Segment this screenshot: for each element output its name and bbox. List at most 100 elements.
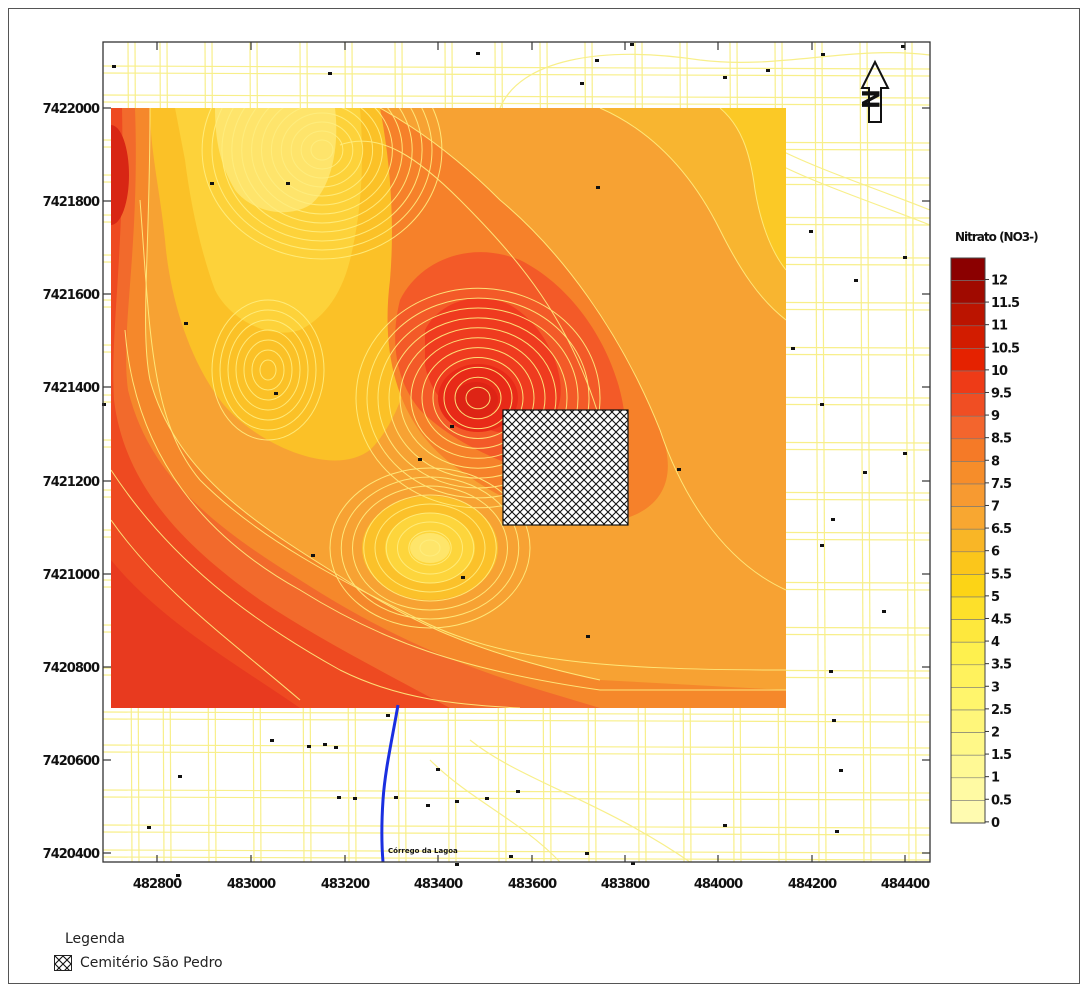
colorbar-label: 7 xyxy=(991,499,1000,514)
colorbar-label: 9.5 xyxy=(991,386,1012,401)
well-marker xyxy=(820,403,824,406)
well-marker xyxy=(394,796,398,799)
well-marker xyxy=(863,471,867,474)
well-marker xyxy=(476,52,480,55)
y-tick-label: 7421000 xyxy=(43,568,100,583)
legend-item-cemetery: Cemitério São Pedro xyxy=(54,955,223,971)
well-marker xyxy=(791,347,795,350)
colorbar-swatch xyxy=(950,528,986,553)
well-marker xyxy=(723,824,727,827)
y-tick-label: 7420800 xyxy=(43,661,100,676)
colorbar-swatch xyxy=(950,732,986,756)
colorbar-label: 5.5 xyxy=(991,567,1012,582)
colorbar-swatch xyxy=(950,393,986,417)
colorbar-swatch xyxy=(950,754,986,779)
colorbar-label: 9 xyxy=(991,409,1000,424)
colorbar-label: 11 xyxy=(991,319,1008,334)
colorbar-swatch xyxy=(950,348,986,372)
colorbar-swatch xyxy=(950,483,986,507)
colorbar-label: 8 xyxy=(991,454,1000,469)
well-marker xyxy=(286,182,290,185)
well-marker xyxy=(723,76,727,79)
colorbar-label: 1 xyxy=(991,771,1000,786)
well-marker xyxy=(882,610,886,613)
well-marker xyxy=(307,745,311,748)
well-marker xyxy=(766,69,770,72)
well-marker xyxy=(337,796,341,799)
well-marker xyxy=(903,452,907,455)
legend-heading: Legenda xyxy=(65,931,126,947)
y-tick-label: 7421200 xyxy=(43,475,100,490)
well-marker xyxy=(461,576,465,579)
colorbar-label: 3 xyxy=(991,680,1000,695)
well-marker xyxy=(274,392,278,395)
well-marker xyxy=(516,790,520,793)
well-marker xyxy=(323,743,327,746)
well-marker xyxy=(112,65,116,68)
colorbar-title: Nitrato (NO3-) xyxy=(955,230,1038,244)
x-axis: 482800 483000 483200 483400 483600 483800 4840… xyxy=(133,42,931,892)
well-marker xyxy=(455,863,459,866)
well-marker xyxy=(270,739,274,742)
colorbar-label: 6 xyxy=(991,545,1000,560)
colorbar-label: 3.5 xyxy=(991,658,1012,673)
y-tick-label: 7421600 xyxy=(43,288,100,303)
x-tick-label: 484000 xyxy=(694,877,743,892)
well-marker xyxy=(102,403,106,406)
well-marker xyxy=(839,769,843,772)
map-border xyxy=(102,41,931,863)
colorbar-swatch xyxy=(950,641,986,666)
colorbar-swatch xyxy=(950,551,986,575)
well-marker xyxy=(210,182,214,185)
colorbar-label: 0 xyxy=(991,816,1000,831)
well-marker xyxy=(328,72,332,75)
well-marker xyxy=(854,279,858,282)
well-marker xyxy=(835,830,839,833)
well-marker xyxy=(426,804,430,807)
y-tick-label: 7420600 xyxy=(43,754,100,769)
well-marker xyxy=(147,826,151,829)
nitrate-surface xyxy=(111,108,786,708)
well-marker xyxy=(176,874,180,877)
colorbar-swatch xyxy=(950,325,986,349)
x-tick-label: 484400 xyxy=(881,877,930,892)
well-marker xyxy=(580,82,584,85)
colorbar-label: 12 xyxy=(991,273,1007,288)
well-marker xyxy=(829,670,833,673)
colorbar-swatch xyxy=(950,709,986,733)
well-marker xyxy=(334,746,338,749)
well-marker xyxy=(677,468,681,471)
colorbar-swatch xyxy=(950,461,986,485)
x-tick-label: 483800 xyxy=(601,877,650,892)
well-marker xyxy=(832,719,836,722)
colorbar-label: 4 xyxy=(991,635,1000,650)
crosshatch-swatch-icon xyxy=(54,955,72,971)
colorbar-swatch xyxy=(950,687,986,711)
well-markers xyxy=(102,43,907,877)
well-marker xyxy=(311,554,315,557)
well-marker xyxy=(903,256,907,259)
well-marker xyxy=(436,768,440,771)
well-marker xyxy=(809,230,813,233)
colorbar-label: 2.5 xyxy=(991,703,1012,718)
colorbar-label: 10.5 xyxy=(991,341,1020,356)
y-tick-label: 7420400 xyxy=(43,847,100,862)
well-marker xyxy=(596,186,600,189)
well-marker xyxy=(901,45,905,48)
colorbar-swatch xyxy=(950,664,986,688)
well-marker xyxy=(509,855,513,858)
colorbar-label: 4.5 xyxy=(991,612,1012,627)
colorbar-swatch xyxy=(950,574,986,598)
colorbar-label: 10 xyxy=(991,364,1008,379)
y-axis: 7422000 7421800 7421600 7421400 7421200 74210… xyxy=(43,102,930,862)
well-marker xyxy=(821,53,825,56)
well-marker xyxy=(820,544,824,547)
well-marker xyxy=(178,775,182,778)
y-tick-label: 7422000 xyxy=(43,102,100,117)
colorbar: 1211.51110.5109.598.587.576.565.554.543.… xyxy=(950,257,1021,831)
colorbar-label: 2 xyxy=(991,725,999,740)
colorbar-label: 0.5 xyxy=(991,793,1012,808)
well-marker xyxy=(418,458,422,461)
colorbar-label: 11.5 xyxy=(991,296,1020,311)
colorbar-swatch xyxy=(950,415,986,440)
